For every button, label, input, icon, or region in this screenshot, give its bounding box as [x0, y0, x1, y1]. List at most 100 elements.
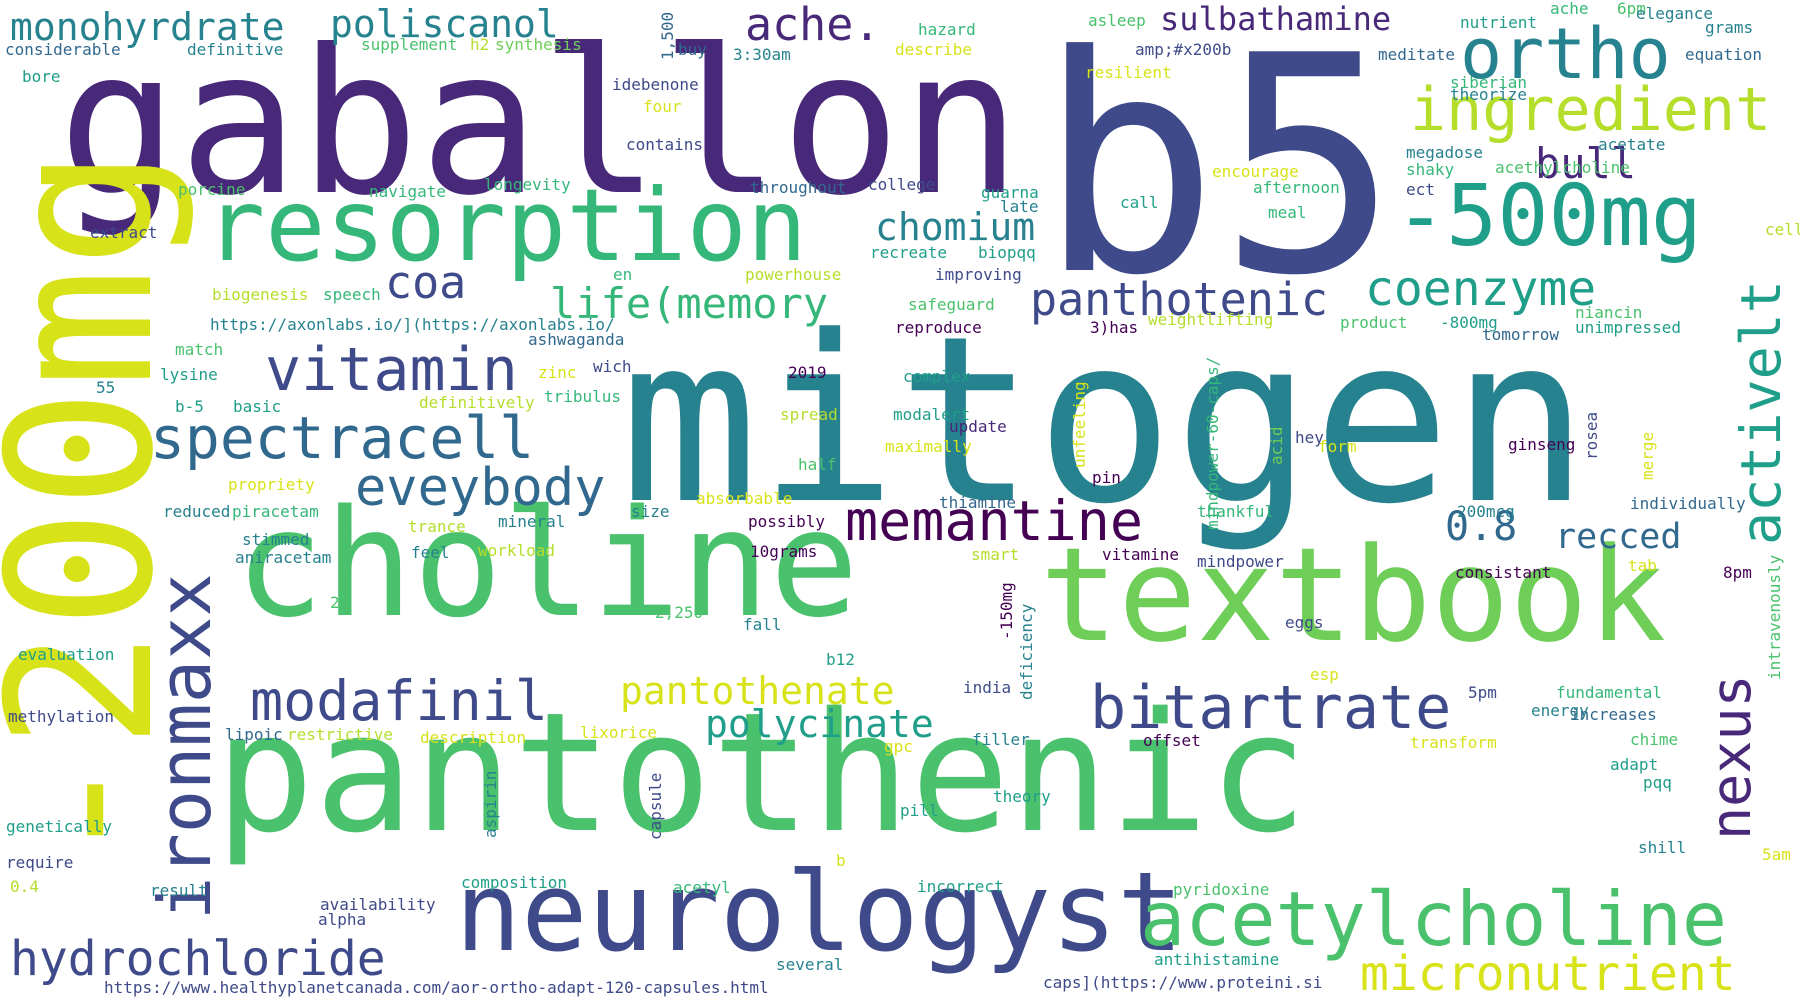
word-shill: shill [1638, 838, 1686, 857]
word-weightlifting: weightlifting [1148, 310, 1273, 329]
word-maximally: maximally [885, 437, 972, 456]
word-ironmaxx: ironmaxx [143, 573, 227, 920]
word-vitamin: vitamin [265, 335, 518, 405]
word-genetically: genetically [6, 817, 112, 836]
word-longevity: longevity [484, 175, 571, 194]
word-basic: basic [233, 397, 281, 416]
word-resorption: resorption [205, 167, 807, 284]
word-10grams: 10grams [750, 542, 817, 561]
word-update: update [949, 417, 1007, 436]
word-pantothenic: pantothenic [215, 677, 1308, 869]
word-theorize: theorize [1450, 85, 1527, 104]
word-acetate: acetate [1598, 135, 1665, 154]
word-memantine: memantine [845, 489, 1143, 553]
word-supplement: supplement [361, 35, 457, 54]
word-stimmed: stimmed [242, 530, 309, 549]
word-complex: complex [903, 367, 971, 386]
word-poliscanol: poliscanol [330, 2, 559, 46]
word-idebenone: idebenone [612, 75, 699, 94]
word-esp: esp [1310, 665, 1339, 684]
word-meditate: meditate [1378, 45, 1455, 64]
word-ashwaganda: ashwaganda [528, 330, 624, 349]
word-https-axonlabs-io-https-axonlabs-io: https://axonlabs.io/](https://axonlabs.i… [210, 315, 615, 334]
word-definitive: definitive [187, 40, 283, 59]
word-transform: transform [1410, 733, 1497, 752]
word-half: half [798, 455, 837, 474]
word-deficiency: deficiency [1017, 603, 1036, 700]
word-monohyrdrate: monohyrdrate [10, 5, 285, 49]
word-ache: ache. [745, 0, 880, 51]
word-biogenesis: biogenesis [212, 285, 308, 304]
word-textbook: textbook [1040, 519, 1666, 671]
word-activelt: activelt [1729, 280, 1793, 545]
word-lixorice: lixorice [580, 723, 657, 742]
word-500mg: -500mg [1395, 167, 1702, 266]
word-5am: 5am [1762, 845, 1791, 864]
word-hey: hey [1295, 428, 1324, 447]
word-describe: describe [895, 40, 972, 59]
word-gaballon: gaballon [58, 7, 1021, 240]
word-modalert: modalert [893, 405, 970, 424]
word-late: late [1000, 197, 1039, 216]
word-equation: equation [1685, 45, 1762, 64]
word-increases: increases [1570, 705, 1657, 724]
word-several: several [776, 955, 843, 974]
word-pin: pin [1092, 468, 1121, 487]
word-h2: h2 [470, 35, 489, 54]
word-lipoic: lipoic [225, 725, 283, 744]
word-synthesis: synthesis [495, 35, 582, 54]
word-shaky: shaky [1406, 160, 1455, 179]
word-neurologyst: neurologyst [455, 848, 1183, 976]
word-6pm: 6pm [1617, 0, 1646, 18]
word-intravenously: intravenously [1765, 554, 1784, 680]
word-acetylcholine: acetylcholine [1140, 875, 1727, 963]
word-improving: improving [935, 265, 1022, 284]
word-gpc: gpc [884, 737, 913, 756]
word-absorbable: absorbable [696, 489, 792, 508]
word-resilient: resilient [1085, 63, 1172, 82]
word-throughout: throughout [750, 178, 846, 197]
word-unfeeling: unfeeling [1070, 381, 1089, 468]
word-merge: merge [1638, 432, 1657, 480]
word-call: call [1120, 193, 1159, 212]
word-polycinate: polycinate [705, 702, 934, 746]
word-evaluation: evaluation [18, 645, 114, 664]
word-restrictive: restrictive [287, 725, 393, 744]
word-pantothenate: pantothenate [620, 669, 895, 713]
word-asleep: asleep [1088, 11, 1146, 30]
word-nexus: nexus [1699, 674, 1763, 840]
word-thankful: thankful [1197, 502, 1274, 521]
word-2x: 2x [330, 593, 350, 612]
word-life-memory: life(memory [550, 279, 828, 328]
word-b5: b5 [1038, 0, 1399, 341]
word-lysine: lysine [160, 365, 218, 384]
word-pyridoxine: pyridoxine [1173, 880, 1269, 899]
word-150mg: -150mg [997, 582, 1016, 640]
word-contains: contains [626, 135, 703, 154]
word-amp-x200b: amp;#x200b [1135, 40, 1231, 59]
word-india: india [963, 678, 1011, 697]
word-buy: buy [678, 40, 707, 59]
word-choline: choline [235, 478, 859, 650]
word-mindpower: mindpower [1197, 552, 1284, 571]
word-availability: availability [320, 895, 436, 914]
word-aniracetam: aniracetam [235, 548, 331, 567]
word-ect: ect [1406, 180, 1435, 199]
word-methylation: methylation [8, 707, 114, 726]
word-offset: offset [1143, 731, 1201, 750]
word-ortho: ortho [1460, 13, 1671, 95]
word-acetyl: acetyl [673, 878, 731, 897]
word-recreate: recreate [870, 243, 947, 262]
word-acethylcholine: acethylcholine [1495, 158, 1630, 177]
word-grams: grams [1705, 18, 1753, 37]
word-porcine: porcine [178, 180, 245, 199]
word-acid: acid [1267, 426, 1286, 465]
word-reproduce: reproduce [895, 318, 982, 337]
word-0-4: 0.4 [10, 877, 39, 896]
word-fall: fall [743, 615, 782, 634]
word-energy: energy [1531, 701, 1589, 720]
word-biopqq: biopqq [978, 243, 1036, 262]
word-product: product [1340, 313, 1407, 332]
word-modafinil: modafinil [250, 669, 548, 733]
